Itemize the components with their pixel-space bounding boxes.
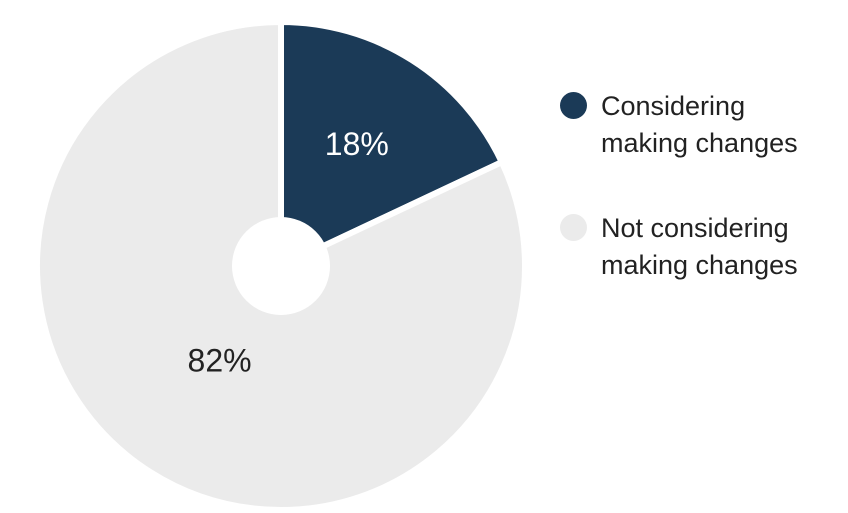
legend-swatch [560, 214, 587, 241]
legend-item: Considering making changes [560, 88, 840, 162]
chart-legend: Considering making changes Not considerin… [560, 88, 840, 332]
legend-swatch [560, 92, 587, 119]
pie-chart: 18% 82% [37, 18, 525, 510]
legend-item: Not considering making changes [560, 210, 840, 284]
donut-hole [232, 217, 330, 315]
legend-label: Not considering making changes [601, 213, 798, 280]
slice-value-label: 18% [325, 126, 389, 162]
pie-slice-considering-making-changes [278, 18, 506, 271]
legend-label: Considering making changes [601, 91, 798, 158]
slice-value-label: 82% [188, 342, 252, 378]
